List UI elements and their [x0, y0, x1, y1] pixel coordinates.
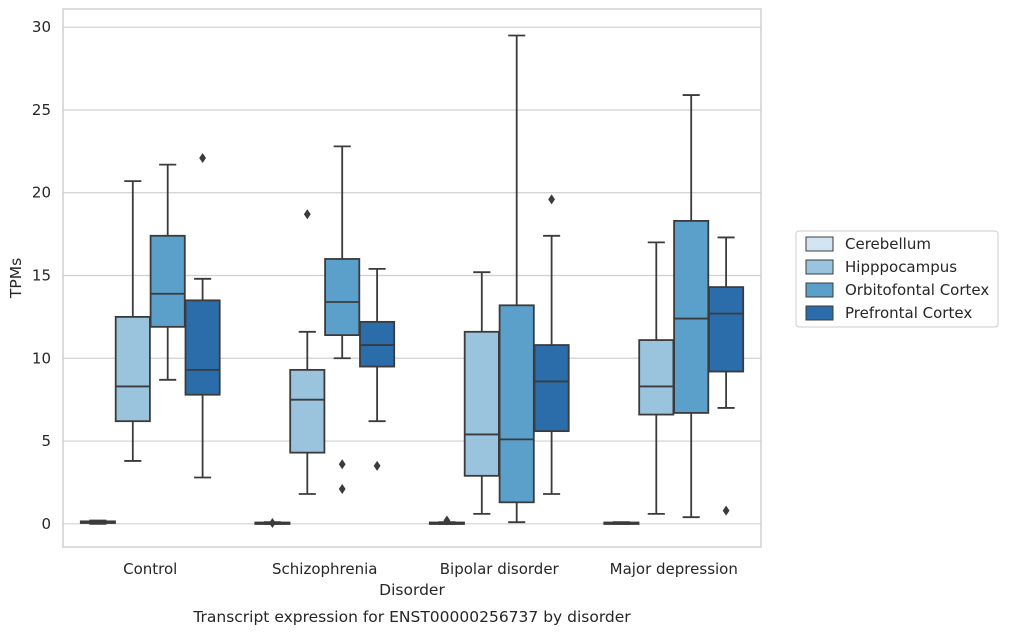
legend-swatch — [805, 236, 834, 252]
box-orbitofontal-cortex-bipolar-disorder — [498, 34, 535, 524]
y-tick-20: 20 — [32, 184, 51, 202]
box-cerebellum-schizophrenia — [254, 517, 291, 528]
box-hipppocampus-bipolar-disorder — [463, 271, 500, 515]
legend-label: Cerebellum — [845, 235, 931, 253]
outlier-point — [722, 505, 730, 516]
legend-swatch — [805, 305, 834, 321]
box-body — [638, 339, 675, 416]
box-orbitofontal-cortex-schizophrenia — [324, 145, 361, 495]
box-prefrontal-cortex-control — [184, 152, 221, 479]
box-body — [184, 299, 221, 396]
outlier-point — [303, 209, 311, 220]
legend-label: Orbitofontal Cortex — [845, 281, 989, 299]
box-cerebellum-major-depression — [603, 521, 640, 525]
box-body — [498, 304, 535, 504]
box-orbitofontal-cortex-control — [149, 163, 186, 381]
box-prefrontal-cortex-schizophrenia — [359, 267, 396, 471]
legend-label: Hipppocampus — [845, 258, 957, 276]
legend-swatch — [805, 282, 834, 298]
y-tick-0: 0 — [41, 515, 51, 533]
legend-label: Prefrontal Cortex — [845, 304, 972, 322]
legend-frame — [795, 230, 999, 328]
outlier-point — [199, 152, 206, 163]
y-tick-15: 15 — [32, 267, 51, 285]
x-tick-control: Control — [123, 560, 177, 578]
box-hipppocampus-major-depression — [638, 241, 675, 515]
box-body — [673, 219, 710, 414]
outlier-point — [338, 484, 346, 495]
x-tick-major-depression: Major depression — [610, 560, 738, 578]
y-tick-5: 5 — [41, 432, 51, 450]
box-prefrontal-cortex-bipolar-disorder — [533, 194, 570, 495]
box-body — [533, 344, 570, 433]
outlier-point — [338, 459, 346, 470]
legend-item-cerebellum: Cerebellum — [805, 235, 931, 253]
box-prefrontal-cortex-major-depression — [708, 236, 745, 516]
box-plot-area — [79, 34, 745, 528]
y-tick-labels: 0 5 10 15 20 25 30 — [32, 18, 51, 533]
box-hipppocampus-schizophrenia — [289, 209, 326, 495]
box-body — [708, 286, 745, 373]
x-tick-bipolar-disorder: Bipolar disorder — [440, 560, 560, 578]
chart-caption: Transcript expression for ENST0000025673… — [192, 608, 631, 626]
outlier-point — [373, 460, 381, 471]
outlier-point — [443, 515, 451, 526]
y-axis-label: TPMs — [7, 258, 25, 299]
box-body — [289, 368, 326, 454]
box-hipppocampus-control — [114, 180, 151, 462]
legend-item-orbitofontal-cortex: Orbitofontal Cortex — [805, 281, 989, 299]
box-orbitofontal-cortex-major-depression — [673, 94, 710, 519]
y-tick-25: 25 — [32, 101, 51, 119]
x-tick-labels: Control Schizophrenia Bipolar disorder Majo… — [123, 560, 738, 578]
box-cerebellum-control — [79, 519, 116, 525]
box-body — [463, 330, 500, 477]
outlier-point — [548, 194, 555, 205]
y-tick-10: 10 — [32, 349, 51, 367]
legend-swatch — [805, 259, 834, 275]
outlier-point — [269, 517, 276, 528]
box-cerebellum-bipolar-disorder — [428, 515, 465, 526]
box-body — [114, 316, 151, 423]
plot-frame — [62, 8, 762, 548]
x-tick-schizophrenia: Schizophrenia — [272, 560, 377, 578]
y-tick-30: 30 — [32, 18, 51, 36]
legend-item-prefrontal-cortex: Prefrontal Cortex — [805, 304, 972, 322]
x-axis-label: Disorder — [379, 581, 445, 599]
legend: Cerebellum Hipppocampus Orbitofontal Corte… — [795, 230, 999, 328]
box-body — [324, 258, 361, 337]
legend-item-hipppocampus: Hipppocampus — [805, 258, 957, 276]
box-body — [149, 234, 186, 328]
